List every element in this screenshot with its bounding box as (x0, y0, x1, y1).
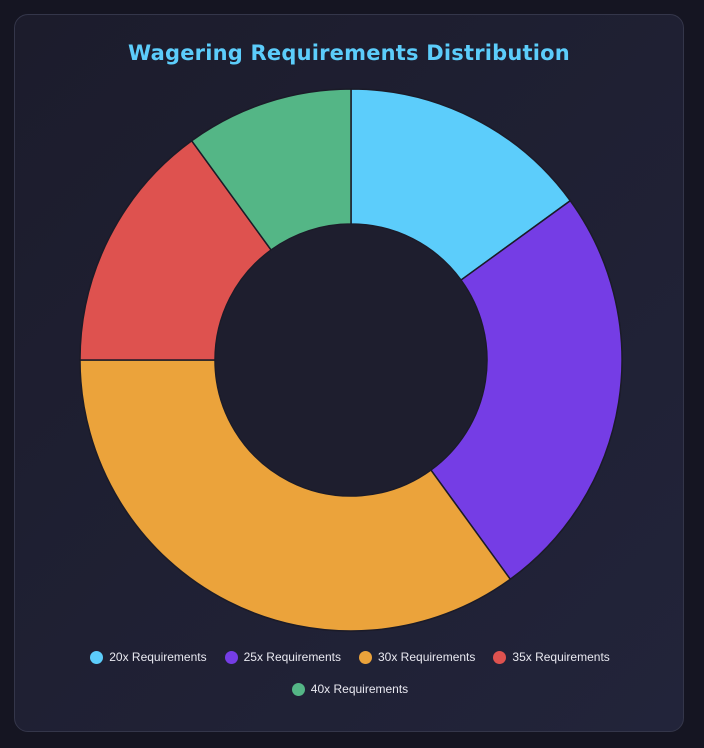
donut-chart (79, 88, 623, 632)
chart-title: Wagering Requirements Distribution (128, 41, 570, 65)
slice-25x-requirements[interactable] (429, 199, 623, 581)
legend-swatch (359, 650, 372, 664)
legend-swatch (224, 650, 238, 664)
legend-label: 30x Requirements (378, 650, 476, 664)
legend-item-30x-requirements[interactable]: 30x Requirements (359, 649, 475, 665)
slice-35x-requirements[interactable] (79, 139, 273, 361)
legend-swatch (291, 682, 305, 696)
legend-item-40x-requirements[interactable]: 40x Requirements (291, 681, 409, 697)
legend-swatch (493, 650, 507, 664)
legend-swatch (90, 650, 104, 664)
legend-item-20x-requirements[interactable]: 20x Requirements (90, 649, 207, 665)
donut-hole (215, 224, 487, 496)
slice-30x-requirements[interactable] (79, 359, 512, 632)
chart-legend: 20x Requirements 25x Requirements 30x Requ… (75, 649, 625, 697)
legend-label: 40x Requirements (310, 682, 409, 696)
chart-card: Wagering Requirements Distribution 20x R… (14, 14, 684, 732)
legend-item-35x-requirements[interactable]: 35x Requirements (493, 649, 610, 665)
legend-item-25x-requirements[interactable]: 25x Requirements (224, 649, 341, 665)
legend-label: 35x Requirements (512, 650, 610, 664)
legend-label: 25x Requirements (243, 650, 341, 664)
slice-20x-requirements[interactable] (350, 88, 572, 282)
slice-40x-requirements[interactable] (190, 88, 352, 252)
legend-label: 20x Requirements (109, 650, 207, 664)
